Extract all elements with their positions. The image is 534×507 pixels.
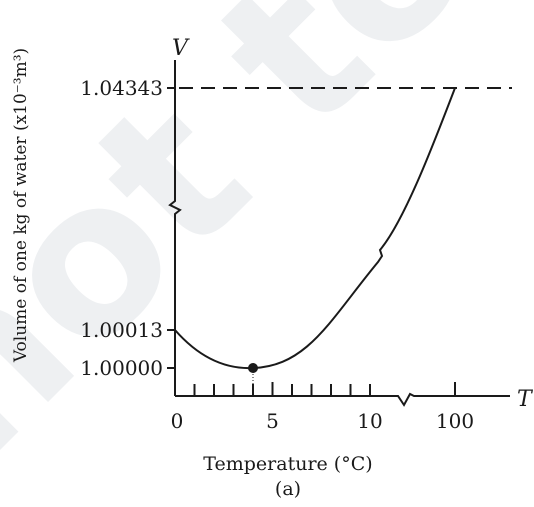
figure-caption: (a): [275, 478, 301, 500]
y-tick-label: 1.04343: [80, 76, 163, 100]
series-group: [174, 87, 456, 386]
x-axis-symbol: T: [517, 387, 534, 412]
y-axis-line: [168, 60, 182, 396]
x-tick-label: 5: [266, 409, 279, 433]
series-line: [174, 87, 456, 370]
y-tick-label: 1.00000: [80, 356, 163, 380]
tick-labels: 0 5 10 100 1.00000 1.00013 1.04343: [80, 76, 474, 433]
x-axis-label: Temperature (°C): [203, 453, 372, 475]
y-axis-symbol: V: [172, 36, 190, 61]
minimum-point: [248, 363, 258, 373]
y-axis-label: Volume of one kg of water (x10⁻³m³): [11, 48, 31, 363]
y-tick-label: 1.00013: [80, 318, 163, 342]
x-tick-label: 10: [357, 409, 382, 433]
x-tick-label: 0: [171, 409, 184, 433]
x-axis-line: [175, 392, 510, 407]
x-tick-label: 100: [436, 409, 474, 433]
axes: [167, 60, 512, 407]
